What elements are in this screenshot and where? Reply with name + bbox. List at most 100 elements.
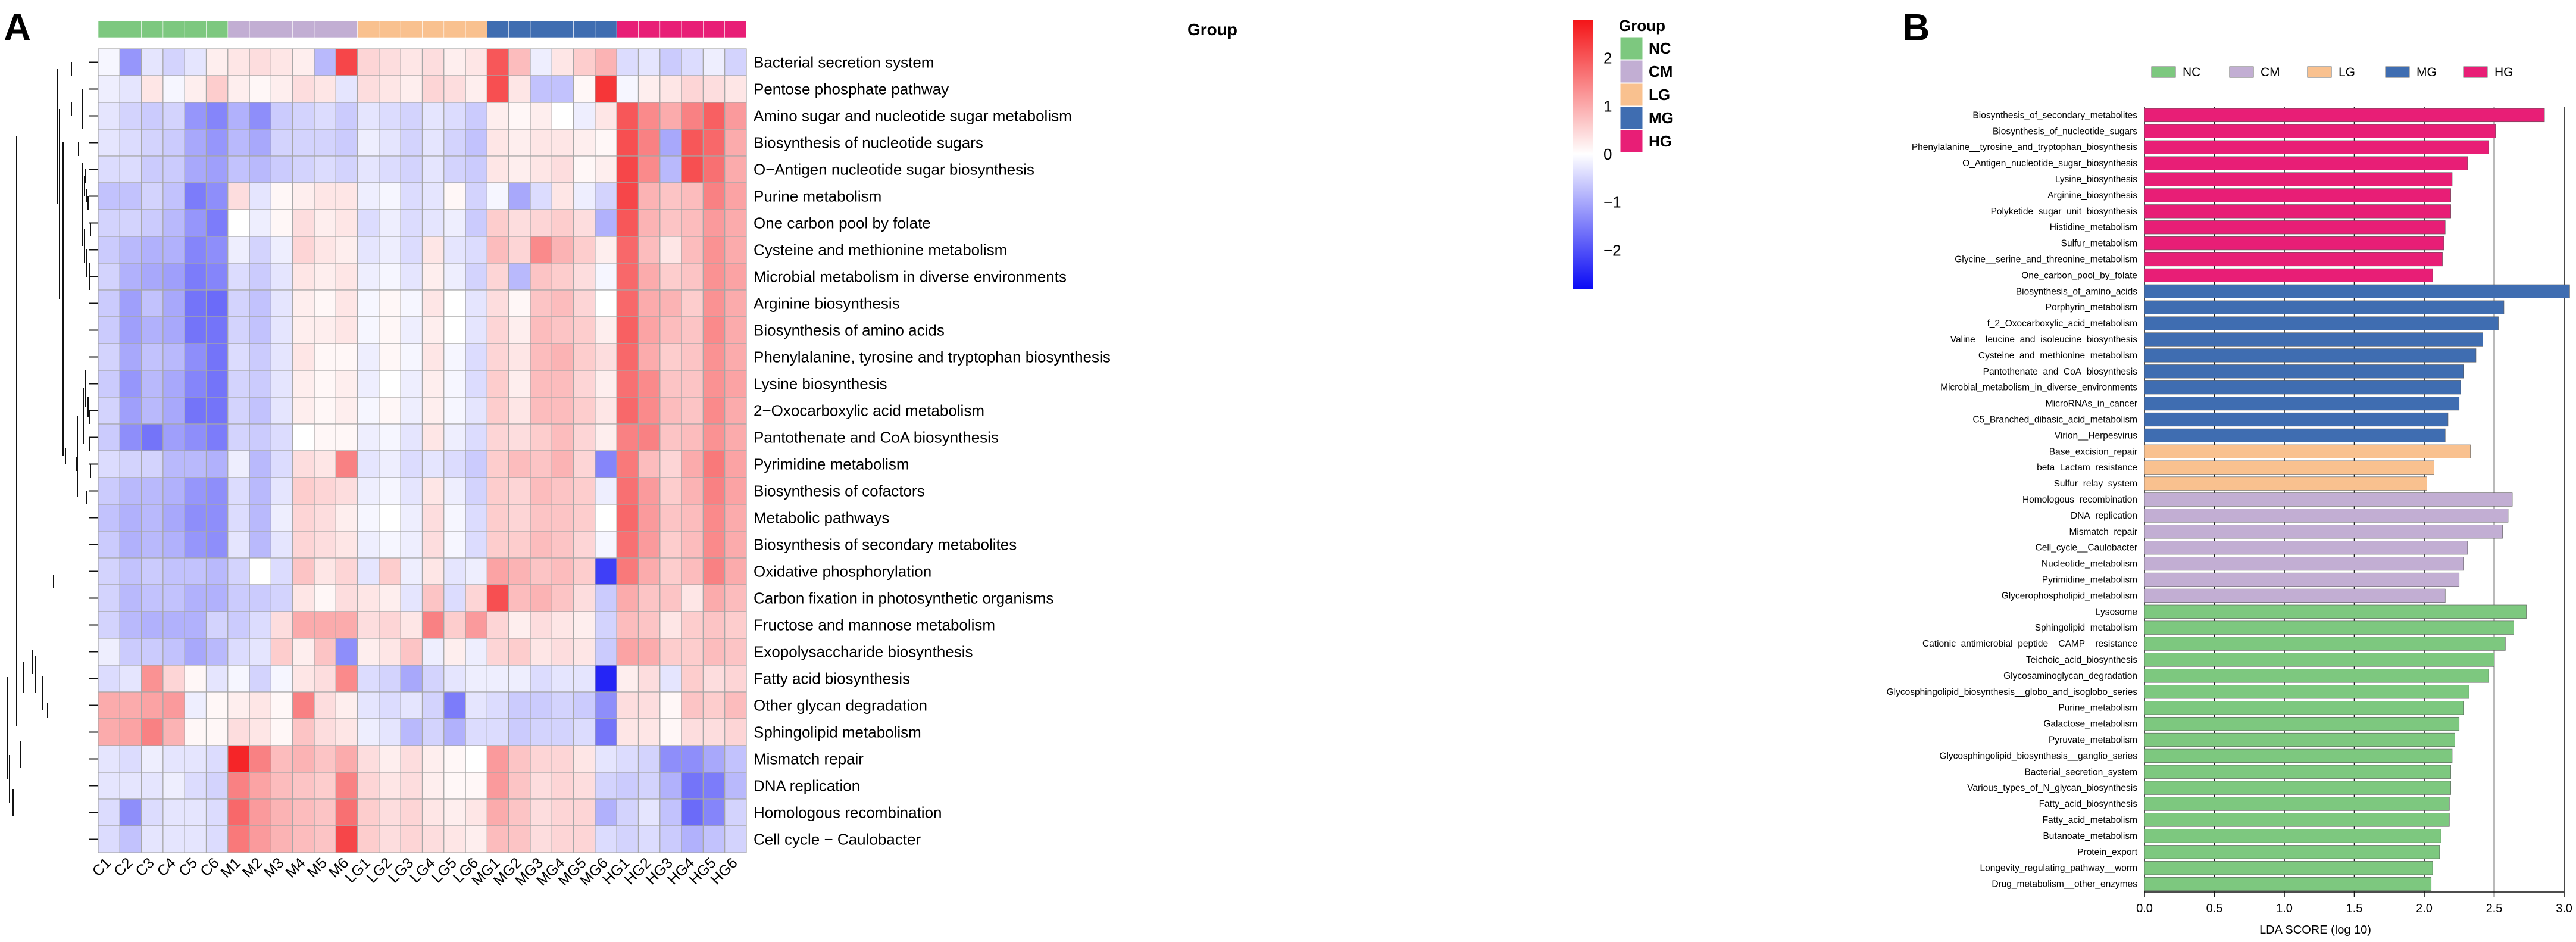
heatmap-cell <box>681 316 704 344</box>
heatmap-cell <box>637 397 661 425</box>
heatmap-cell <box>595 129 617 157</box>
heatmap-cell <box>119 718 142 746</box>
heatmap-cell <box>314 155 336 183</box>
lda-bar <box>2144 525 2503 539</box>
heatmap-cell <box>616 450 639 478</box>
heatmap-cell <box>249 718 272 746</box>
heatmap-cell <box>486 397 509 425</box>
heatmap-cell <box>702 638 726 666</box>
heatmap-cell <box>443 665 466 693</box>
heatmap-cell <box>335 48 358 76</box>
heatmap-cell <box>724 316 747 344</box>
lda-bar-label: Purine_metabolism <box>2058 703 2137 713</box>
heatmap-cell <box>400 718 423 746</box>
heatmap-cell <box>249 370 272 398</box>
lda-bar-label: Various_types_of_N_glycan_biosynthesis <box>1967 783 2137 793</box>
heatmap-cell <box>119 289 142 317</box>
colorbar-tick-label: 2 <box>1603 49 1612 67</box>
heatmap-cell <box>141 772 164 800</box>
heatmap-cell <box>205 209 229 237</box>
heatmap-cell <box>421 691 445 719</box>
heatmap-cell <box>379 691 401 719</box>
heatmap-cell <box>162 236 185 264</box>
group-bar-cell <box>487 20 509 38</box>
group-bar-cell <box>530 20 552 38</box>
heatmap-cell <box>486 772 509 800</box>
heatmap-cell <box>681 638 704 666</box>
heatmap-cell <box>227 798 250 826</box>
heatmap-cell <box>465 745 487 773</box>
heatmap-cell <box>465 75 487 103</box>
heatmap-cell <box>335 102 358 130</box>
heatmap-cell <box>681 825 704 853</box>
heatmap-cell <box>98 584 120 612</box>
lda-bar-label: Drug_metabolism__other_enzymes <box>1992 879 2137 890</box>
heatmap-cell <box>659 450 682 478</box>
heatmap-cell <box>227 397 250 425</box>
lda-x-tick-label: 0.0 <box>2136 902 2153 915</box>
heatmap-cell <box>357 584 380 612</box>
heatmap-cell <box>379 129 401 157</box>
heatmap-cell <box>551 450 574 478</box>
lda-bar <box>2144 588 2446 603</box>
lda-bar-label: DNA_replication <box>2071 511 2137 521</box>
group-legend-label: CM <box>1649 63 1672 80</box>
heatmap-column-label: C1 <box>89 854 114 879</box>
heatmap-cell <box>119 397 142 425</box>
lda-x-tick-label: 2.5 <box>2486 902 2503 915</box>
heatmap-cell <box>486 289 509 317</box>
lda-bar <box>2144 316 2499 330</box>
heatmap-cell <box>681 263 704 291</box>
heatmap-cell <box>162 209 185 237</box>
heatmap-cell <box>659 531 682 559</box>
heatmap-cell <box>335 155 358 183</box>
lda-bar <box>2144 236 2444 251</box>
heatmap-cell <box>616 691 639 719</box>
heatmap-cell <box>443 718 466 746</box>
heatmap-cell <box>379 209 401 237</box>
heatmap-cell <box>681 48 704 76</box>
heatmap-cell <box>270 236 293 264</box>
heatmap-cell <box>486 504 509 532</box>
heatmap-cell <box>637 423 661 451</box>
heatmap-cell <box>724 155 747 183</box>
group-bar-cell <box>292 20 315 38</box>
lda-bar <box>2144 332 2484 347</box>
heatmap-cell <box>227 477 250 505</box>
heatmap-cell <box>357 48 380 76</box>
heatmap-cell <box>357 772 380 800</box>
heatmap-cell <box>357 397 380 425</box>
heatmap-cell <box>508 289 531 317</box>
lda-legend-label: CM <box>2261 65 2280 79</box>
heatmap-cell <box>314 289 336 317</box>
heatmap-cell <box>508 745 531 773</box>
heatmap-cell <box>119 263 142 291</box>
heatmap-cell <box>681 289 704 317</box>
heatmap-cell <box>486 638 509 666</box>
heatmap-cell <box>227 718 250 746</box>
heatmap-cell <box>443 584 466 612</box>
heatmap-cell <box>141 263 164 291</box>
group-bar-cell <box>422 20 445 38</box>
panel-a-label: A <box>4 6 31 49</box>
heatmap-cell <box>616 236 639 264</box>
heatmap-cell <box>681 75 704 103</box>
heatmap-cell <box>162 316 185 344</box>
heatmap-cell <box>637 825 661 853</box>
group-bar-cell <box>335 20 358 38</box>
heatmap-cell <box>659 638 682 666</box>
heatmap-cell <box>681 102 704 130</box>
heatmap-row-label: Carbon fixation in photosynthetic organi… <box>754 589 1053 607</box>
heatmap-cell <box>443 102 466 130</box>
heatmap-cell <box>551 825 574 853</box>
heatmap-cell <box>314 584 336 612</box>
heatmap-cell <box>595 531 617 559</box>
heatmap-row-label: Pyrimidine metabolism <box>754 456 909 473</box>
heatmap-cell <box>227 370 250 398</box>
heatmap-cell <box>595 209 617 237</box>
heatmap-cell <box>659 182 682 210</box>
heatmap-cell <box>162 745 185 773</box>
heatmap-cell <box>616 638 639 666</box>
heatmap-cell <box>357 745 380 773</box>
heatmap-cell <box>292 209 315 237</box>
